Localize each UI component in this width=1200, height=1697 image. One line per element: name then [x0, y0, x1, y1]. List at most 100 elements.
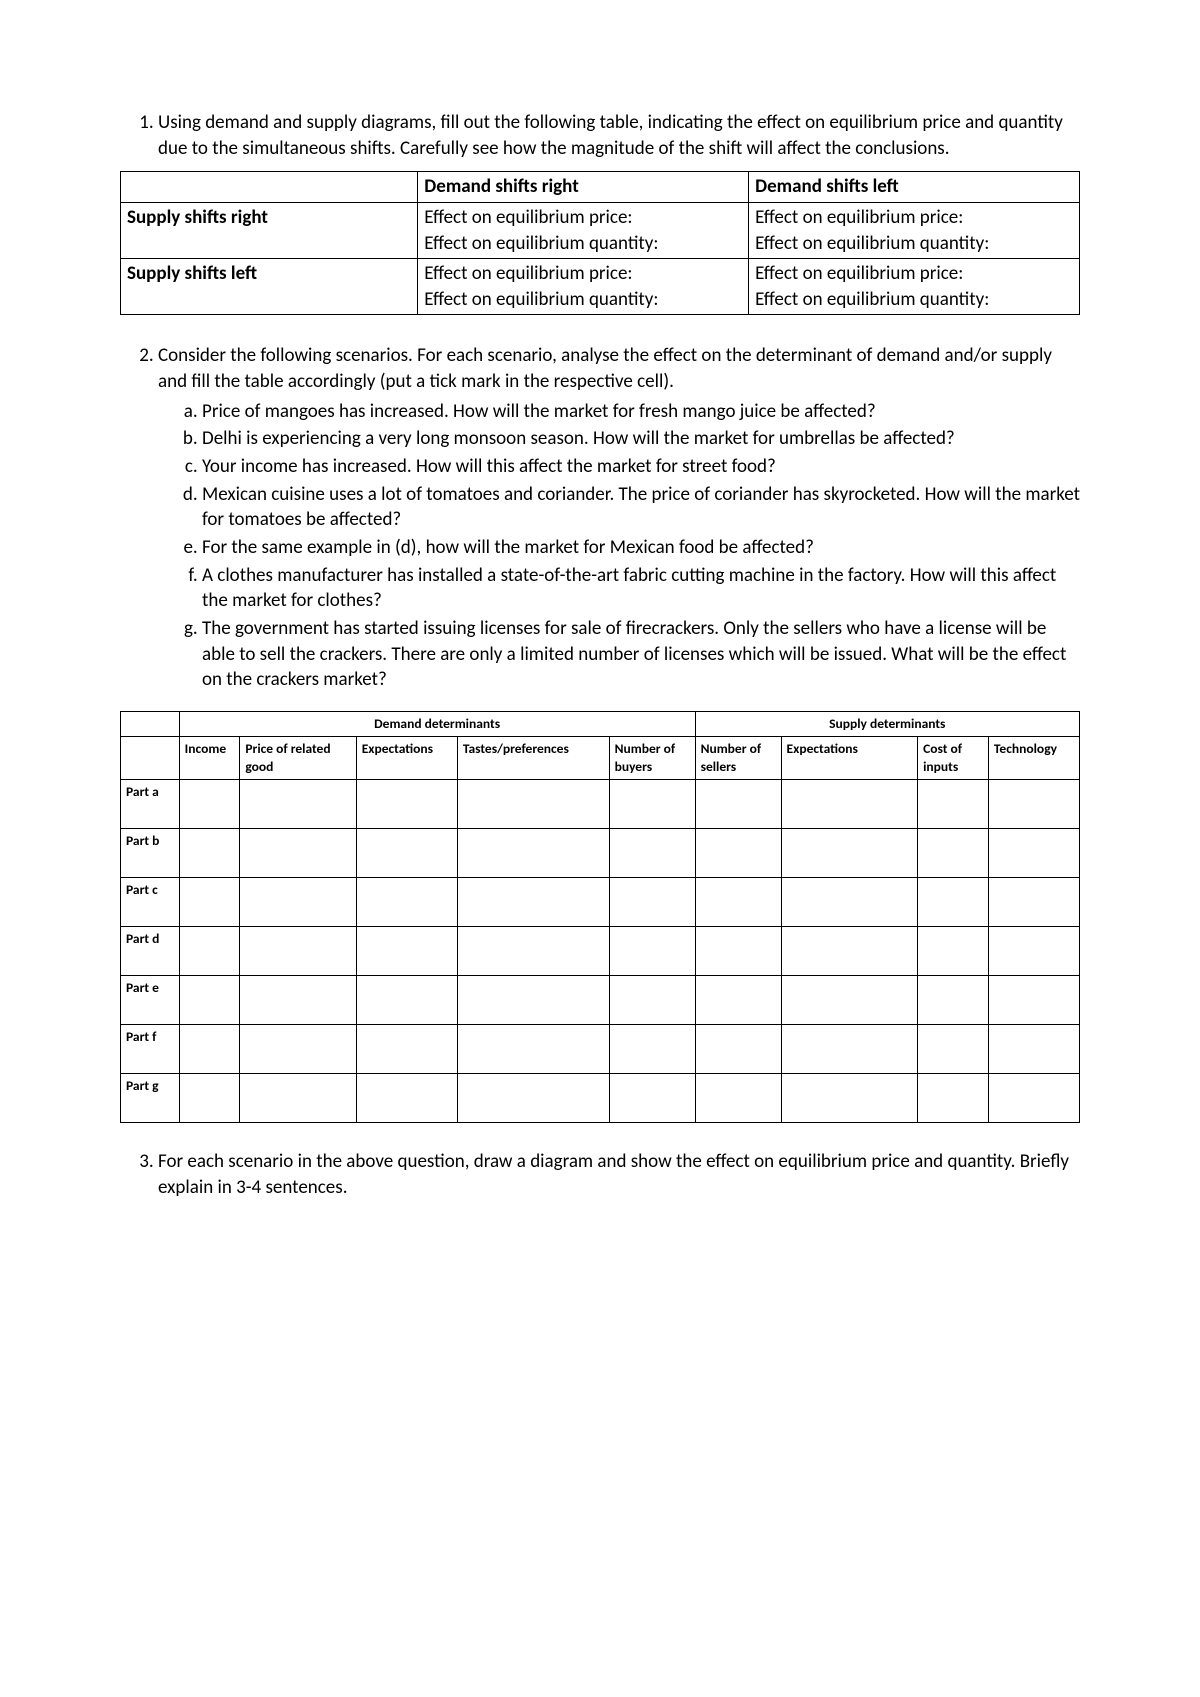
cell-f-inputs [918, 1025, 989, 1074]
cell-f-tastes [457, 1025, 609, 1074]
table2-col-tastes: Tastes/preferences [457, 737, 609, 780]
table2-col-technology: Technology [988, 737, 1079, 780]
cell-e-exp-d [356, 976, 457, 1025]
main-ordered-list-cont: Consider the following scenarios. For ea… [120, 343, 1080, 692]
table2-col-num-buyers: Number of buyers [609, 737, 695, 780]
cell-a-sellers [695, 780, 781, 829]
cell-e-related [240, 976, 356, 1025]
table2-col-expectations-d: Expectations [356, 737, 457, 780]
cell-a-income [179, 780, 240, 829]
table1-row1-col2: Effect on equilibrium price: Effect on e… [418, 202, 749, 258]
table2-row-f-label: Part f [121, 1025, 180, 1074]
cell-e-exp-s [781, 976, 918, 1025]
table2-rowlabel-header [121, 737, 180, 780]
q2-part-e: For the same example in (d), how will th… [202, 535, 1080, 561]
equilibrium-shifts-table: Demand shifts right Demand shifts left S… [120, 171, 1080, 315]
table2-row-d-label: Part d [121, 927, 180, 976]
cell-a-inputs [918, 780, 989, 829]
cell-f-buyers [609, 1025, 695, 1074]
cell-a-buyers [609, 780, 695, 829]
question-3: For each scenario in the above question,… [158, 1149, 1080, 1200]
cell-g-related [240, 1074, 356, 1123]
cell-c-related [240, 878, 356, 927]
cell-g-inputs [918, 1074, 989, 1123]
cell-g-exp-d [356, 1074, 457, 1123]
table2-row-e-label: Part e [121, 976, 180, 1025]
cell-b-tech [988, 829, 1079, 878]
cell-f-exp-s [781, 1025, 918, 1074]
table2-supply-group-header: Supply determinants [695, 711, 1079, 736]
cell-g-tastes [457, 1074, 609, 1123]
cell-f-sellers [695, 1025, 781, 1074]
q2-part-c: Your income has increased. How will this… [202, 454, 1080, 480]
table1-row2-label: Supply shifts left [121, 259, 418, 315]
q2-part-f: A clothes manufacturer has installed a s… [202, 563, 1080, 614]
cell-c-exp-d [356, 878, 457, 927]
cell-c-tech [988, 878, 1079, 927]
cell-e-tech [988, 976, 1079, 1025]
table1-header-demand-left: Demand shifts left [749, 172, 1080, 203]
q2-part-a: Price of mangoes has increased. How will… [202, 399, 1080, 425]
cell-d-income [179, 927, 240, 976]
table1-row2-col2: Effect on equilibrium price: Effect on e… [418, 259, 749, 315]
table2-row-d: Part d [121, 927, 1080, 976]
cell-g-buyers [609, 1074, 695, 1123]
table2-row-b-label: Part b [121, 829, 180, 878]
cell-b-income [179, 829, 240, 878]
cell-b-tastes [457, 829, 609, 878]
question-2-sublist: Price of mangoes has increased. How will… [158, 399, 1080, 693]
cell-c-income [179, 878, 240, 927]
cell-f-income [179, 1025, 240, 1074]
table2-row-b: Part b [121, 829, 1080, 878]
table2-row-c-label: Part c [121, 878, 180, 927]
cell-g-exp-s [781, 1074, 918, 1123]
table1-row1-label: Supply shifts right [121, 202, 418, 258]
table1-row2-col3: Effect on equilibrium price: Effect on e… [749, 259, 1080, 315]
cell-c-inputs [918, 878, 989, 927]
table2-row-f: Part f [121, 1025, 1080, 1074]
table1-header-demand-right: Demand shifts right [418, 172, 749, 203]
table1-header-blank [121, 172, 418, 203]
cell-a-exp-d [356, 780, 457, 829]
table2-group-header-row: Demand determinants Supply determinants [121, 711, 1080, 736]
cell-c-tastes [457, 878, 609, 927]
q2-part-b: Delhi is experiencing a very long monsoo… [202, 426, 1080, 452]
cell-e-tastes [457, 976, 609, 1025]
table1-row1-col3: Effect on equilibrium price: Effect on e… [749, 202, 1080, 258]
q2-part-d: Mexican cuisine uses a lot of tomatoes a… [202, 482, 1080, 533]
question-1-text: Using demand and supply diagrams, fill o… [158, 111, 1063, 160]
table2-demand-group-header: Demand determinants [179, 711, 695, 736]
cell-d-buyers [609, 927, 695, 976]
cell-b-related [240, 829, 356, 878]
q2-part-g: The government has started issuing licen… [202, 616, 1080, 693]
table2-row-a-label: Part a [121, 780, 180, 829]
table2-row-g: Part g [121, 1074, 1080, 1123]
cell-g-tech [988, 1074, 1079, 1123]
cell-d-exp-d [356, 927, 457, 976]
cell-d-related [240, 927, 356, 976]
cell-e-sellers [695, 976, 781, 1025]
cell-b-exp-d [356, 829, 457, 878]
table2-row-e: Part e [121, 976, 1080, 1025]
table2-row-c: Part c [121, 878, 1080, 927]
table2-corner-blank [121, 711, 180, 736]
cell-e-inputs [918, 976, 989, 1025]
determinants-table: Demand determinants Supply determinants … [120, 711, 1080, 1124]
cell-g-income [179, 1074, 240, 1123]
cell-f-tech [988, 1025, 1079, 1074]
cell-c-buyers [609, 878, 695, 927]
cell-d-tech [988, 927, 1079, 976]
main-ordered-list: Using demand and supply diagrams, fill o… [120, 110, 1080, 161]
cell-e-buyers [609, 976, 695, 1025]
table2-col-num-sellers: Number of sellers [695, 737, 781, 780]
table2-col-cost-inputs: Cost of inputs [918, 737, 989, 780]
cell-e-income [179, 976, 240, 1025]
table1-row-supply-right: Supply shifts right Effect on equilibriu… [121, 202, 1080, 258]
table2-column-header-row: Income Price of related good Expectation… [121, 737, 1080, 780]
cell-c-exp-s [781, 878, 918, 927]
cell-d-tastes [457, 927, 609, 976]
cell-d-sellers [695, 927, 781, 976]
cell-d-inputs [918, 927, 989, 976]
table1-row-supply-left: Supply shifts left Effect on equilibrium… [121, 259, 1080, 315]
cell-a-tastes [457, 780, 609, 829]
